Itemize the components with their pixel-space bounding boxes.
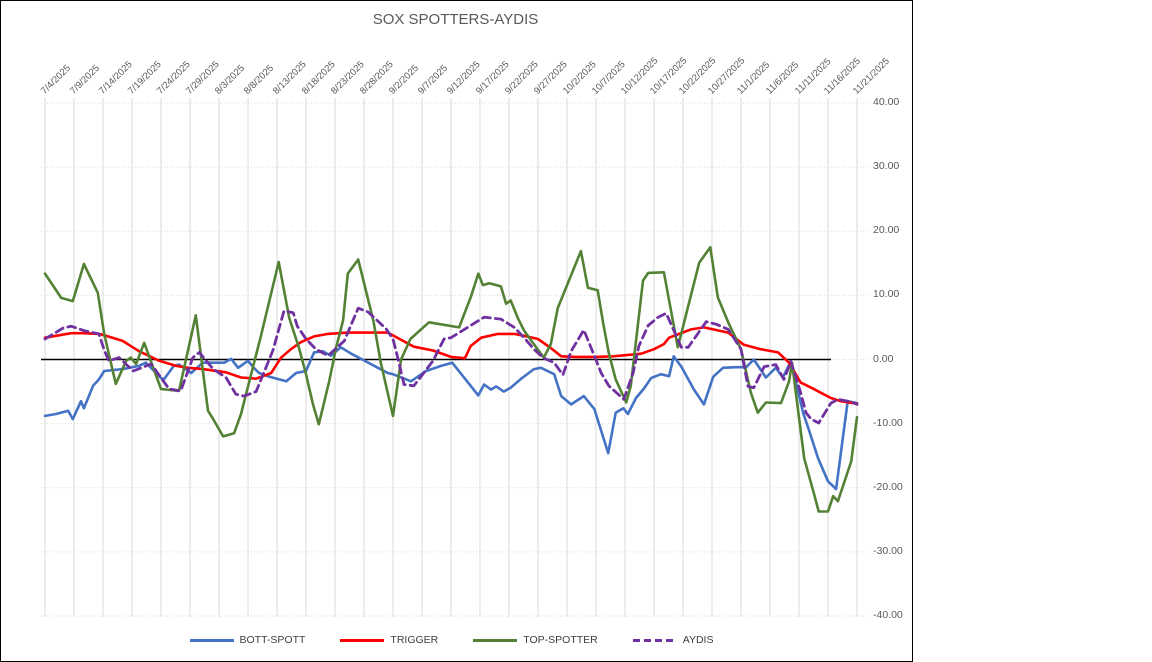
y-axis-tick-label: 40.00 (873, 96, 900, 108)
legend-line-icon (340, 638, 385, 642)
legend: BOTT-SPOTT TRIGGER TOP-SPOTTER AYDIS (41, 634, 861, 646)
legend-item-label: TRIGGER (390, 634, 439, 646)
y-axis-tick-label: -30.00 (873, 544, 903, 557)
series-line-trigger[interactable] (43, 326, 859, 406)
series-line-aydis[interactable] (43, 306, 859, 425)
y-axis-tick-label: -10.00 (873, 416, 903, 429)
y-axis-tick-label: -40.00 (873, 609, 903, 621)
y-axis-tick-label: 20.00 (873, 224, 900, 237)
y-axis-tick-label: 10.00 (873, 288, 900, 301)
series-line-bott-spott[interactable] (43, 345, 859, 491)
legend-item-label: TOP-SPOTTER (523, 634, 598, 646)
chart-title: SOX SPOTTERS-AYDIS (372, 11, 539, 28)
legend-item-top-spotter[interactable]: TOP-SPOTTER (472, 634, 598, 646)
legend-line-icon (473, 638, 518, 642)
plot-area (41, 98, 867, 617)
legend-line-icon (189, 638, 234, 642)
legend-line-icon (632, 638, 677, 642)
legend-item-trigger[interactable]: TRIGGER (339, 634, 438, 646)
legend-item-label: AYDIS (682, 634, 714, 646)
legend-item-bott-spott[interactable]: BOTT-SPOTT (189, 634, 306, 646)
chart-object[interactable]: SOX SPOTTERS-AYDIS 7/4/2025 7/9/2025 7/14/… (0, 0, 913, 662)
legend-item-label: BOTT-SPOTT (239, 634, 306, 646)
y-axis-tick-label: -20.00 (873, 480, 903, 493)
legend-item-aydis[interactable]: AYDIS (632, 634, 714, 646)
y-axis-tick-label: 30.00 (873, 160, 900, 173)
y-axis-tick-label: 0.00 (873, 352, 894, 365)
